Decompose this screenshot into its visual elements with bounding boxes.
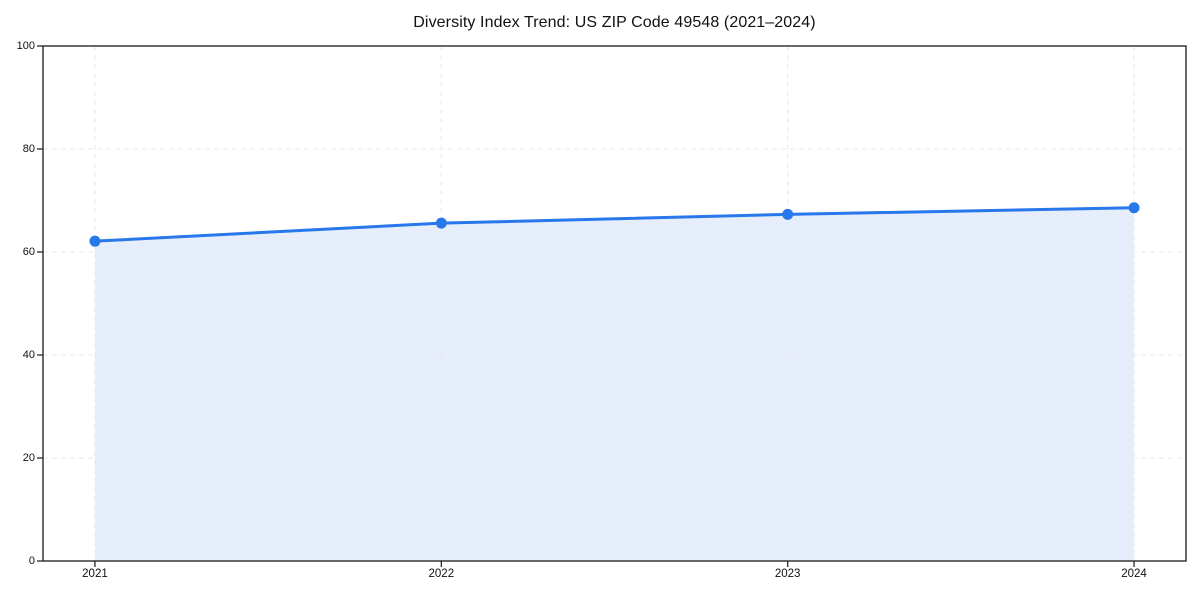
trend-line bbox=[93, 206, 1136, 243]
data-point-marker bbox=[1128, 202, 1140, 214]
plot-border bbox=[42, 45, 1187, 562]
chart-title: Diversity Index Trend: US ZIP Code 49548… bbox=[413, 14, 816, 31]
data-point-marker bbox=[782, 208, 794, 220]
data-point-marker bbox=[89, 235, 101, 247]
area-fill bbox=[94, 207, 1135, 561]
data-point-marker bbox=[435, 217, 447, 229]
